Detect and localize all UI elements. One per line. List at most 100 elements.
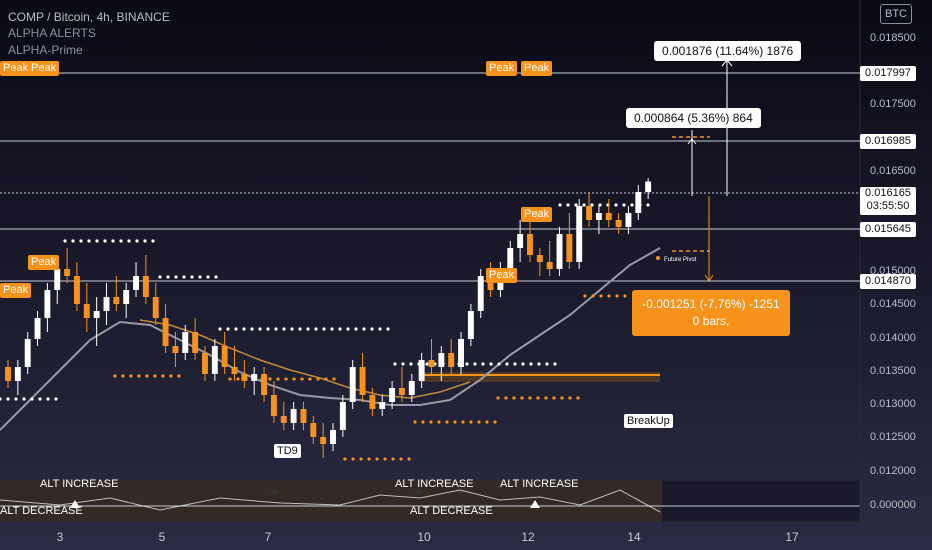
level-dot [292, 377, 296, 381]
level-dot [504, 396, 508, 400]
peak-label: Peak [521, 207, 553, 222]
level-dot [234, 327, 238, 331]
level-dot [332, 377, 336, 381]
measure-box-down[interactable]: -0.001251 (-7.76%) -1251 0 bars, [632, 290, 790, 336]
level-dot [646, 203, 650, 207]
level-dot [598, 203, 602, 207]
bar-countdown: 03:55:50 [866, 200, 910, 212]
price-tag-015645: 0.015645 [860, 222, 916, 237]
level-dot [206, 275, 210, 279]
level-dot [135, 239, 139, 243]
level-dot [166, 275, 170, 279]
level-dot [298, 327, 302, 331]
level-dot [574, 203, 578, 207]
level-dot [354, 327, 358, 331]
time-label: 3 [56, 530, 64, 544]
currency-button[interactable]: BTC [880, 4, 912, 24]
level-dot [537, 362, 541, 366]
candle-body [605, 213, 612, 220]
level-dot [481, 362, 485, 366]
oscillator-zero-label: 0.000000 [870, 499, 916, 511]
candle-body [546, 262, 553, 269]
candle-body [566, 234, 573, 262]
candle-body [556, 234, 563, 269]
candle-body [300, 409, 307, 423]
measure-box-large[interactable]: 0.001876 (11.64%) 1876 [654, 41, 802, 61]
level-dot [421, 420, 425, 424]
alt-increase-label: ALT INCREASE [500, 478, 579, 490]
candle-body [290, 409, 297, 423]
price-label: 0.012500 [870, 431, 916, 443]
price-label: 0.012000 [870, 465, 916, 477]
candle-body [458, 339, 464, 367]
level-dot [413, 420, 417, 424]
candle-body [418, 360, 425, 381]
level-dot [607, 294, 611, 298]
level-dot [536, 396, 540, 400]
level-dot [568, 396, 572, 400]
level-dot [359, 457, 363, 461]
level-dot [489, 362, 493, 366]
level-dot [218, 327, 222, 331]
level-dot [582, 203, 586, 207]
level-dot [553, 362, 557, 366]
level-dot [343, 457, 347, 461]
level-dot [151, 239, 155, 243]
candle-body [162, 318, 169, 346]
price-label: 0.014500 [870, 298, 916, 310]
level-dot [306, 327, 310, 331]
current-price-tag: 0.016165 03:55:50 [860, 187, 916, 215]
level-dot [198, 275, 202, 279]
level-dot [401, 362, 405, 366]
level-dot [169, 374, 173, 378]
level-dot [22, 397, 26, 401]
level-dot [496, 396, 500, 400]
candle-body [339, 402, 346, 430]
level-dot [552, 396, 556, 400]
price-label: 0.017500 [870, 98, 916, 110]
candle-body [211, 346, 218, 374]
candle-body [576, 206, 583, 262]
level-dot [63, 239, 67, 243]
level-dot [214, 275, 218, 279]
level-dot [95, 239, 99, 243]
candle-body [24, 339, 31, 367]
candle-body [251, 374, 258, 381]
peak-label: Peak [486, 268, 518, 283]
candle-body [202, 353, 208, 374]
indicator-alpha-prime[interactable]: ALPHA-Prime [8, 43, 83, 57]
future-pivot-label: Future Pivot [664, 257, 697, 263]
level-dot [250, 327, 254, 331]
level-dot [497, 362, 501, 366]
level-dot [378, 327, 382, 331]
level-dot [461, 420, 465, 424]
candle-body [192, 332, 199, 353]
candle-body [359, 367, 366, 395]
candle-body [103, 297, 110, 311]
candle-body [280, 416, 287, 423]
candle-body [221, 346, 228, 367]
candle-body [428, 360, 435, 367]
level-dot [399, 457, 403, 461]
peak-label: Peak [0, 61, 32, 76]
candle-body [241, 374, 248, 381]
level-dot [284, 377, 288, 381]
level-dot [393, 362, 397, 366]
candle-body [467, 311, 474, 339]
candle-body [625, 213, 632, 227]
indicator-alpha-alerts[interactable]: ALPHA ALERTS [8, 26, 96, 40]
level-dot [127, 239, 131, 243]
level-dot [576, 396, 580, 400]
time-label: 17 [785, 530, 799, 544]
peak-label: Peak [28, 61, 60, 76]
candle-body [438, 353, 445, 367]
price-tag-017997: 0.017997 [860, 66, 916, 81]
measure-box-small[interactable]: 0.000864 (5.36%) 864 [626, 108, 761, 128]
level-dot [445, 420, 449, 424]
candle-body [182, 332, 189, 353]
level-dot [308, 377, 312, 381]
candle-body [5, 367, 11, 381]
candle-body [448, 353, 455, 367]
level-dot [623, 294, 627, 298]
